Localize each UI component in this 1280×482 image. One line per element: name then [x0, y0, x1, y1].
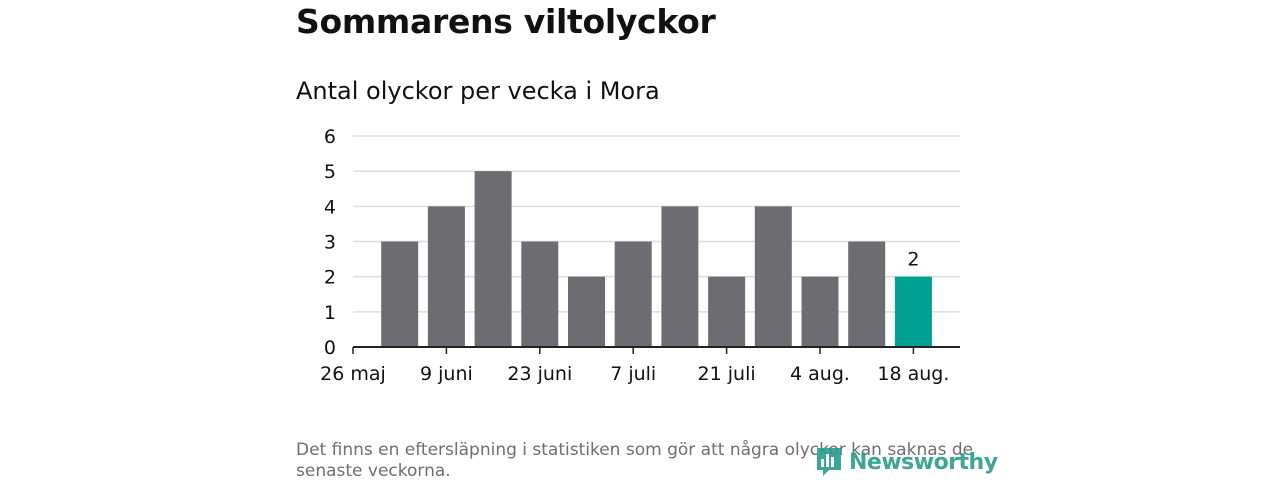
newsworthy-logo-icon — [817, 448, 841, 476]
y-tick-label: 3 — [324, 232, 336, 254]
y-tick-label: 6 — [324, 126, 336, 148]
y-tick-label: 0 — [324, 337, 336, 359]
x-tick-label: 26 maj — [320, 363, 386, 385]
bar — [427, 206, 465, 347]
x-tick-label: 18 aug. — [877, 363, 949, 385]
y-tick-label: 4 — [324, 196, 336, 218]
x-tick-label: 21 juli — [698, 363, 756, 385]
chart-subtitle: Antal olyckor per vecka i Mora — [296, 77, 660, 105]
bar — [754, 206, 792, 347]
newsworthy-logo-text: Newsworthy — [849, 449, 998, 475]
bar — [568, 276, 605, 347]
x-tick-label: 4 aug. — [790, 363, 850, 385]
footnote: Det finns en eftersläpning i statistiken… — [296, 440, 974, 481]
bar — [474, 171, 512, 347]
x-tick-label: 9 juni — [420, 363, 473, 385]
bar — [708, 276, 746, 347]
bar — [381, 241, 419, 347]
y-tick-label: 5 — [324, 161, 336, 183]
data-label: 2 — [907, 249, 919, 271]
bar-chart: 0 1 2 3 4 5 6 2 26 maj 9 juni 23 juni 7 juli 21 juli… — [320, 126, 960, 385]
bar — [801, 276, 839, 347]
chart-title: Sommarens viltolyckor — [296, 2, 716, 41]
y-tick-label: 1 — [324, 302, 336, 324]
bar — [661, 206, 699, 347]
bar — [894, 276, 932, 347]
bar — [614, 241, 652, 347]
bar — [848, 241, 886, 347]
x-tick-label: 7 juli — [610, 363, 656, 385]
bar — [521, 241, 559, 347]
newsworthy-logo: Newsworthy — [815, 446, 998, 478]
y-tick-label: 2 — [324, 267, 336, 289]
x-tick-label: 23 juni — [507, 363, 572, 385]
